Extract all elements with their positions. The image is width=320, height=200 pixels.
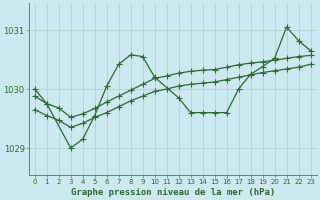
X-axis label: Graphe pression niveau de la mer (hPa): Graphe pression niveau de la mer (hPa) [70, 188, 275, 197]
